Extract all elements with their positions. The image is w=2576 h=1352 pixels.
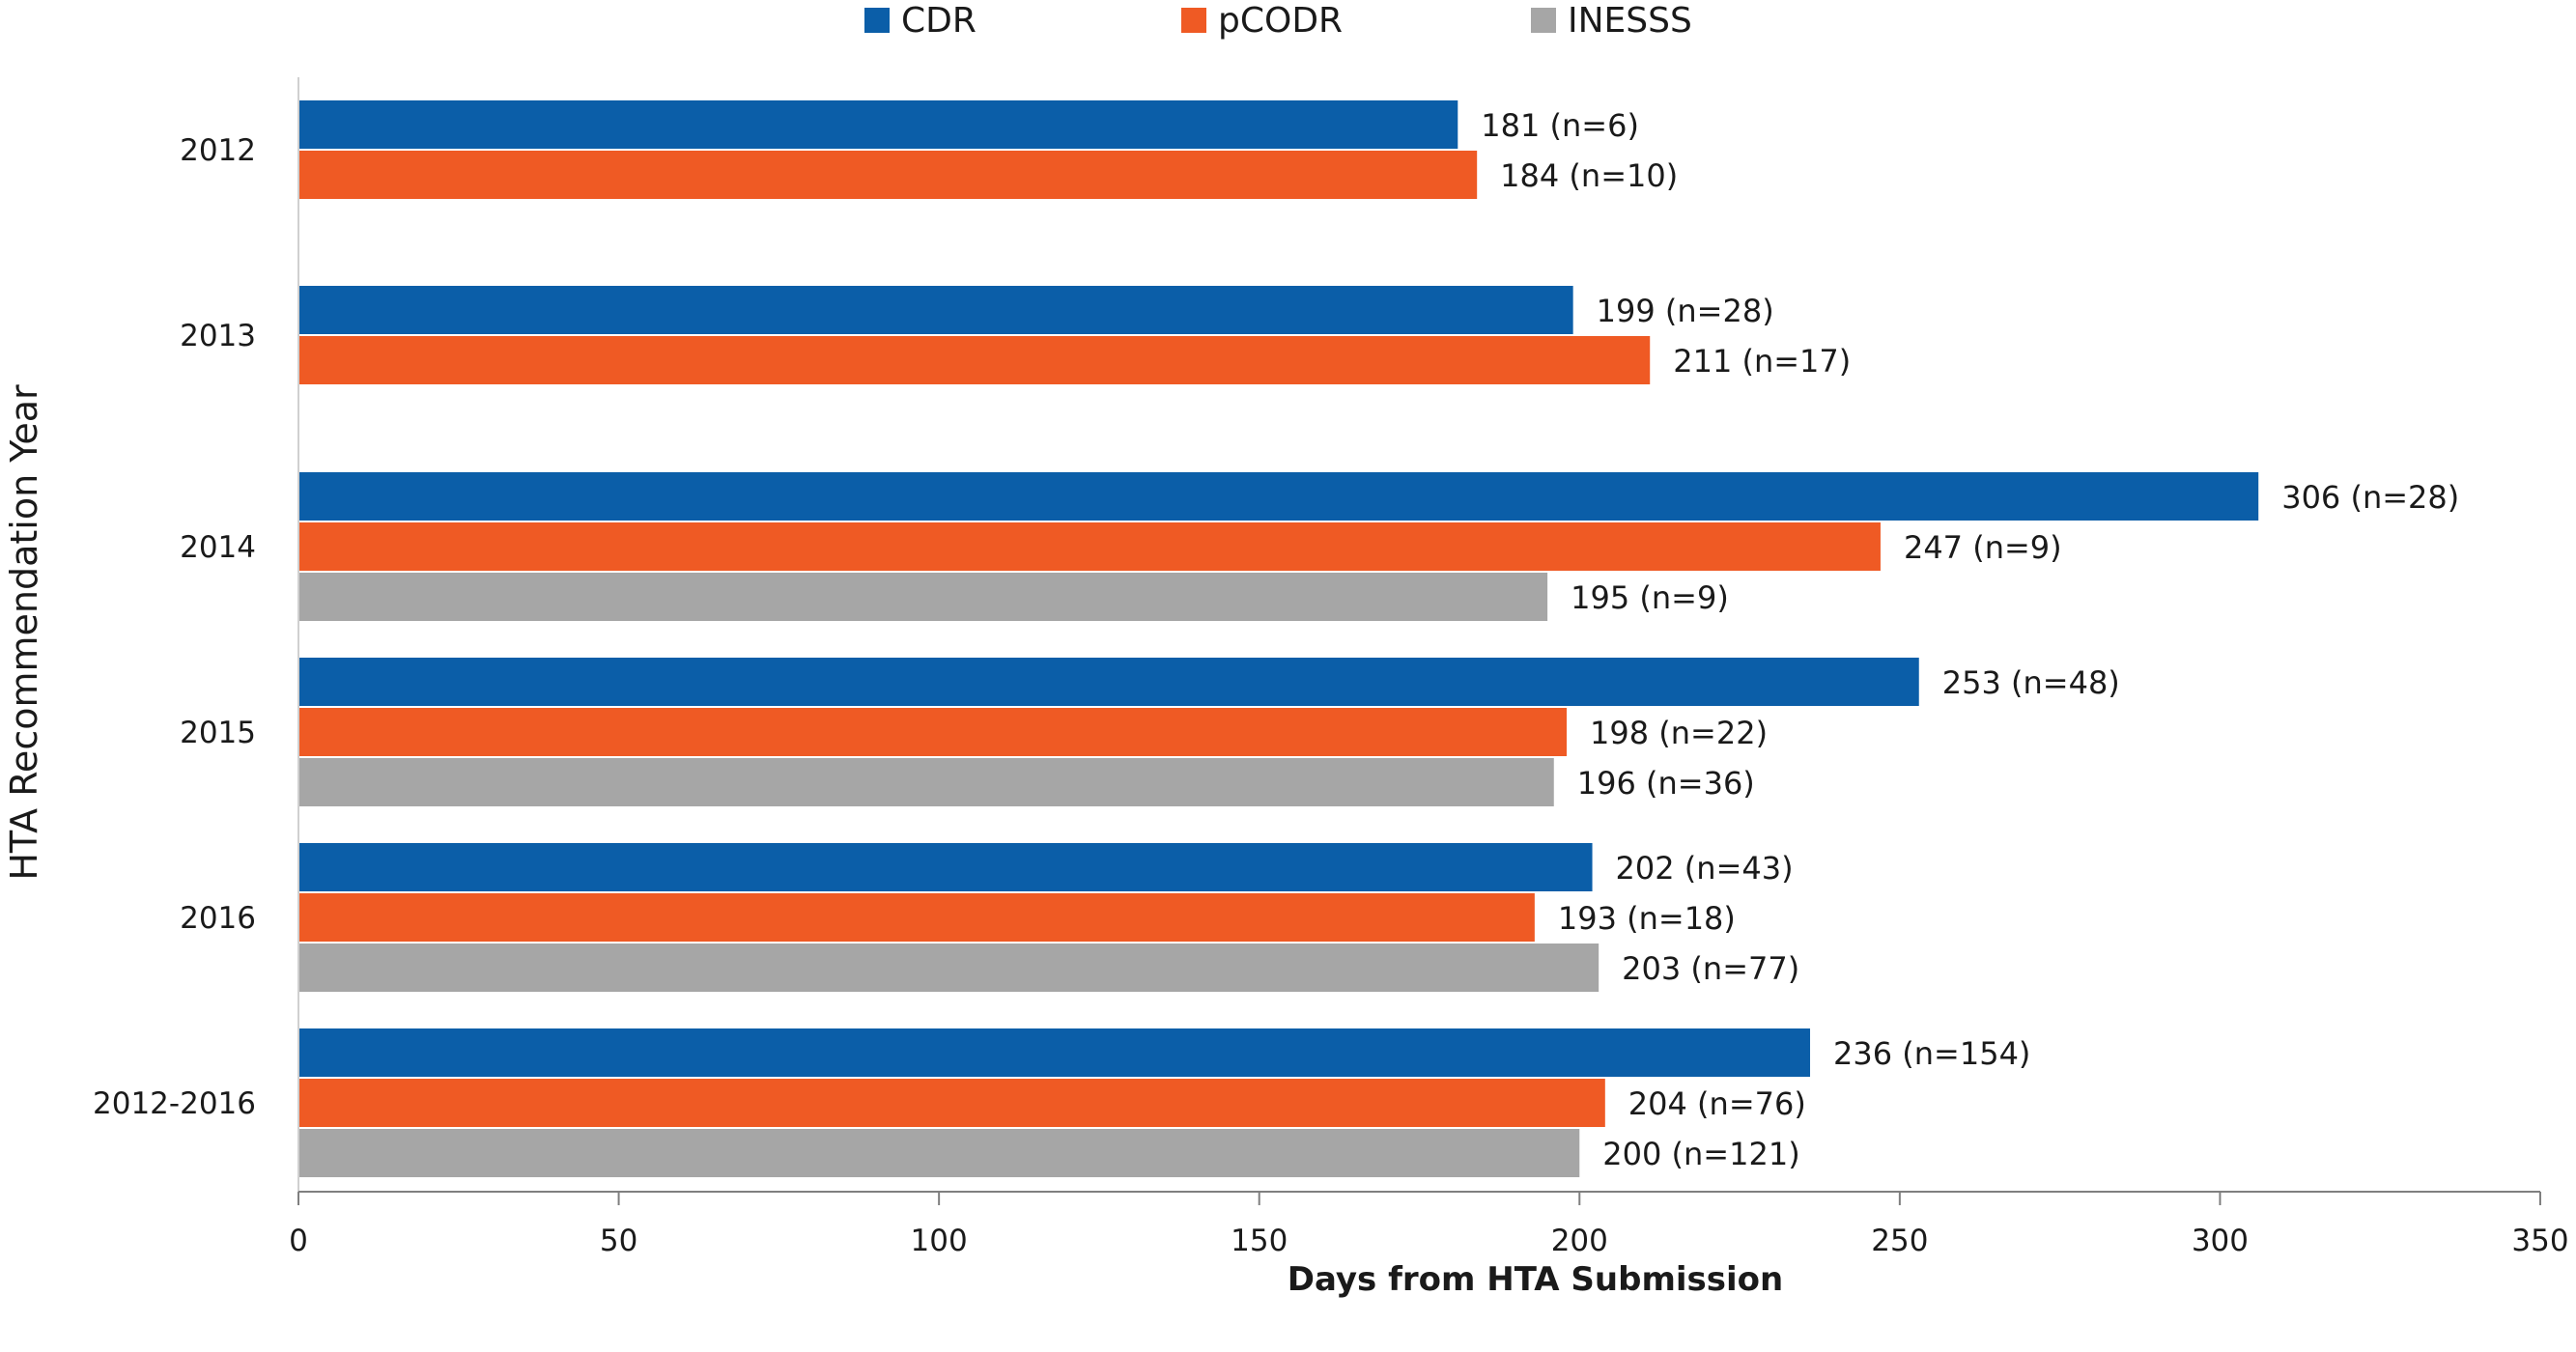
x-tick-label: 250 (1871, 1224, 1928, 1258)
data-label: 253 (n=48) (1942, 664, 2120, 701)
y-axis-title: HTA Recommendation Year (3, 384, 45, 881)
data-label: 195 (n=9) (1571, 579, 1729, 616)
data-label: 198 (n=22) (1590, 715, 1768, 751)
bar-cdr-2014 (298, 472, 2259, 521)
data-label: 236 (n=154) (1833, 1035, 2030, 1072)
bar-inesss-2016 (298, 944, 1599, 992)
legend-swatch-pcodr (1181, 8, 1206, 33)
bar-inesss-2014 (298, 573, 1548, 621)
data-label: 199 (n=28) (1597, 293, 1774, 329)
data-label: 196 (n=36) (1577, 765, 1755, 802)
data-label: 193 (n=18) (1558, 900, 1736, 937)
data-label: 200 (n=121) (1602, 1136, 1799, 1172)
bar-pcodr-2013 (298, 336, 1651, 384)
data-label: 184 (n=10) (1500, 157, 1678, 194)
legend-label-cdr: CDR (901, 1, 977, 41)
y-category-label: 2012 (180, 133, 256, 168)
x-tick-label: 300 (2192, 1224, 2249, 1258)
bar-pcodr-2012 (298, 151, 1478, 199)
data-label: 204 (n=76) (1628, 1085, 1806, 1122)
data-label: 202 (n=43) (1616, 850, 1794, 887)
x-tick-label: 150 (1231, 1224, 1288, 1258)
x-tick-label: 50 (600, 1224, 637, 1258)
bar-pcodr-2012-2016 (298, 1079, 1605, 1127)
bar-cdr-2012-2016 (298, 1028, 1811, 1077)
bar-cdr-2016 (298, 843, 1593, 891)
x-tick-label: 200 (1551, 1224, 1608, 1258)
x-tick-label: 0 (289, 1224, 308, 1258)
x-tick-label: 350 (2511, 1224, 2568, 1258)
bar-pcodr-2015 (298, 708, 1568, 756)
y-category-label: 2012-2016 (93, 1086, 256, 1121)
bar-inesss-2015 (298, 758, 1554, 806)
legend-swatch-cdr (864, 8, 890, 33)
bars: 181 (n=6) 184 (n=10) 199 (n=28) 211 (n=17) 3… (298, 100, 2459, 1177)
bar-cdr-2012 (298, 100, 1458, 149)
data-label: 247 (n=9) (1904, 529, 2062, 566)
y-category-label: 2015 (180, 716, 256, 750)
legend-label-pcodr: pCODR (1218, 1, 1343, 41)
y-category-label: 2014 (180, 530, 256, 565)
bar-cdr-2015 (298, 658, 1919, 706)
x-tick-label: 100 (911, 1224, 968, 1258)
axes: 0 50 100 150 200 250 300 350 2012 2013 2014 2015 201… (93, 77, 2569, 1258)
legend-label-inesss: INESSS (1568, 1, 1692, 41)
y-category-label: 2016 (180, 901, 256, 936)
data-label: 211 (n=17) (1673, 343, 1851, 380)
data-label: 181 (n=6) (1481, 107, 1639, 144)
bar-pcodr-2014 (298, 522, 1881, 571)
legend: CDR pCODR INESSS (864, 1, 1692, 41)
bar-inesss-2012-2016 (298, 1129, 1580, 1177)
bar-cdr-2013 (298, 286, 1573, 334)
legend-swatch-inesss (1531, 8, 1556, 33)
x-axis-title: Days from HTA Submission (1288, 1260, 1784, 1299)
data-label: 203 (n=77) (1622, 950, 1799, 987)
y-category-label: 2013 (180, 319, 256, 353)
bar-pcodr-2016 (298, 893, 1535, 942)
data-label: 306 (n=28) (2281, 479, 2459, 516)
